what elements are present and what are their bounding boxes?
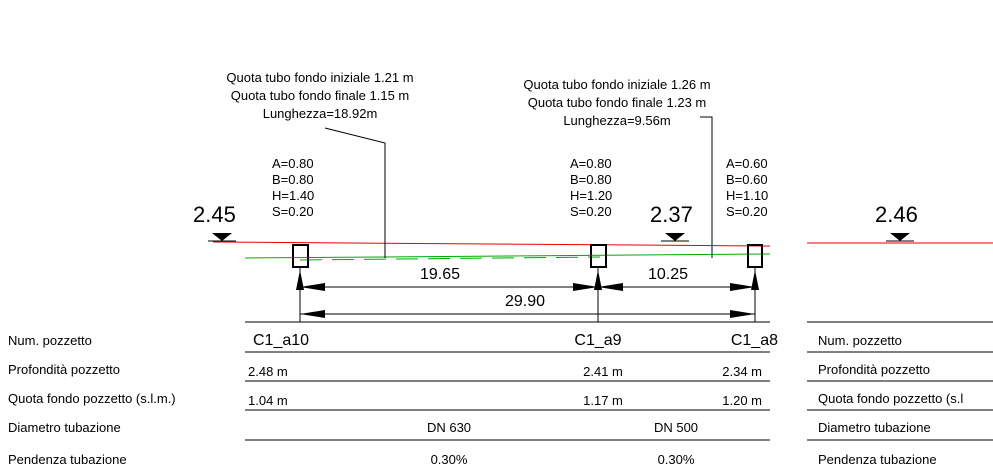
well-dim: A=0.60: [726, 156, 768, 171]
cell: 0.30%: [431, 452, 468, 467]
dimension: 29.90: [505, 293, 545, 310]
well-dim: H=1.40: [272, 188, 314, 203]
elevation-markers: [212, 233, 910, 241]
row-label: Pendenza tubazione: [8, 452, 127, 467]
pipe-label: Quota tubo fondo finale 1.23 m: [528, 95, 707, 110]
cell: 1.20 m: [722, 393, 762, 408]
cell: 2.34 m: [722, 364, 762, 379]
well-dim: S=0.20: [726, 204, 768, 219]
well-name: C1_a8: [731, 332, 778, 349]
marker: [665, 233, 685, 241]
well-dim: H=1.10: [726, 188, 768, 203]
well-dim: H=1.20: [570, 188, 612, 203]
table-lines: [245, 321, 993, 441]
pipe-label: Quota tubo fondo iniziale 1.26 m: [523, 77, 710, 92]
row-label: Diametro tubazione: [8, 420, 121, 435]
cell: DN 500: [654, 420, 698, 435]
cell: 1.17 m: [583, 393, 623, 408]
well-dim: B=0.80: [272, 172, 314, 187]
row-label: Num. pozzetto: [8, 333, 92, 348]
wells: [292, 244, 763, 268]
elevation: 2.37: [650, 202, 693, 227]
well-dim: A=0.80: [570, 156, 612, 171]
row-label: Num. pozzetto: [818, 333, 902, 348]
well-name: C1_a9: [574, 332, 621, 349]
well-dim: S=0.20: [570, 204, 612, 219]
pipe-label: Lunghezza=18.92m: [263, 106, 378, 121]
cell: 2.41 m: [583, 364, 623, 379]
elevation: 2.45: [193, 202, 236, 227]
pipe-label: Quota tubo fondo iniziale 1.21 m: [226, 70, 413, 85]
well-name: C1_a10: [253, 332, 309, 349]
leader: [324, 127, 386, 258]
row-label: Profondità pozzetto: [8, 362, 120, 377]
cell: 0.30%: [658, 452, 695, 467]
ground-line: [212, 241, 771, 247]
well: [747, 244, 763, 268]
row-label: Quota fondo pozzetto (s.l.m.): [8, 391, 176, 406]
well-dim: S=0.20: [272, 204, 314, 219]
row-label: Diametro tubazione: [818, 420, 931, 435]
row-label: Profondità pozzetto: [818, 362, 930, 377]
well-dim: B=0.80: [570, 172, 612, 187]
pipe-line: [244, 253, 771, 259]
dim-lines: [245, 268, 770, 323]
pipe-line: [299, 256, 601, 261]
cell: 1.04 m: [248, 393, 288, 408]
well-dim: B=0.60: [726, 172, 768, 187]
marker: [212, 233, 232, 241]
row-label: Quota fondo pozzetto (s.l: [818, 391, 963, 406]
row-label: Pendenza tubazione: [818, 452, 937, 467]
marker: [890, 233, 910, 241]
arrows: [296, 270, 759, 318]
cell: 2.48 m: [248, 364, 288, 379]
dimension: 10.25: [648, 266, 688, 283]
elevation: 2.46: [875, 202, 918, 227]
dimension: 19.65: [420, 266, 460, 283]
well: [292, 244, 309, 268]
well-dim: A=0.80: [272, 156, 314, 171]
leader: [700, 116, 713, 258]
pipe-label: Quota tubo fondo finale 1.15 m: [231, 88, 410, 103]
well: [590, 244, 607, 268]
pipe-label: Lunghezza=9.56m: [563, 113, 670, 128]
cell: DN 630: [427, 420, 471, 435]
